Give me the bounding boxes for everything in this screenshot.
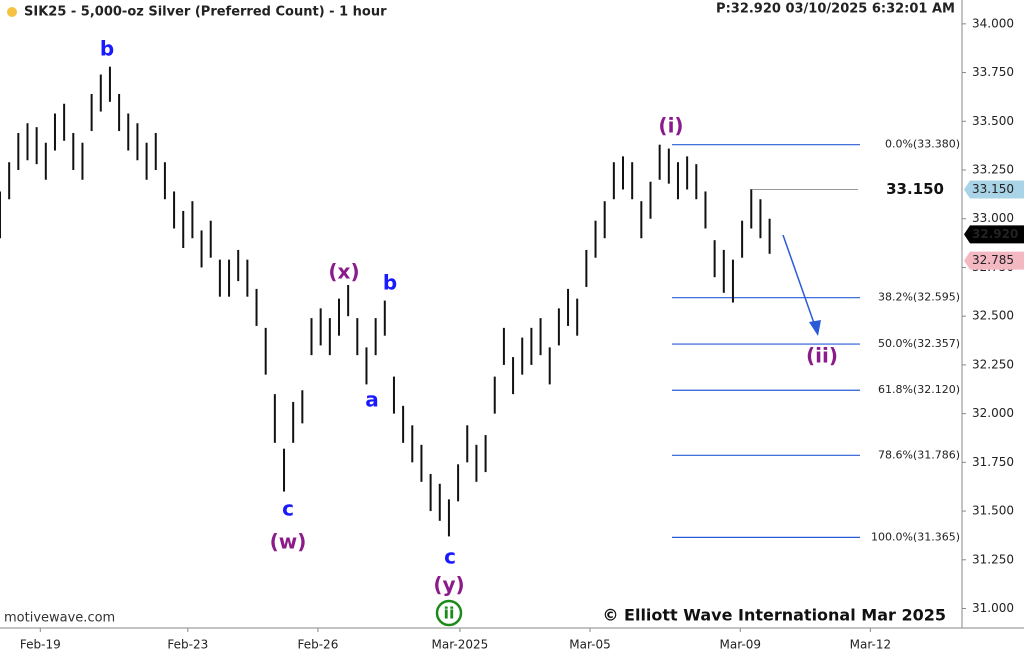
- x-tick-label: Feb-23: [167, 638, 208, 652]
- watermark: motivewave.com: [4, 611, 115, 626]
- wave-label: (x): [328, 260, 359, 284]
- x-tick-label: Mar-12: [850, 638, 891, 652]
- wave-label: c: [282, 497, 294, 521]
- price-badge: [964, 180, 1024, 199]
- y-tick-label: 31.000: [972, 601, 1014, 615]
- price-badge-label: 33.150: [972, 182, 1014, 196]
- fib-label: 0.0%(33.380): [885, 138, 960, 151]
- y-tick-label: 33.750: [972, 65, 1014, 79]
- price-info: P:32.920 03/10/2025 6:32:01 AM: [716, 2, 955, 17]
- fib-label: 50.0%(32.357): [878, 337, 960, 350]
- wave-label: (ii): [806, 344, 838, 368]
- fib-label: 38.2%(32.595): [878, 291, 960, 304]
- wave-label: (w): [270, 530, 307, 554]
- y-tick-label: 33.250: [972, 163, 1014, 177]
- wave-label: b: [383, 271, 397, 295]
- y-tick-label: 31.500: [972, 504, 1014, 518]
- price-badge: [964, 225, 1024, 244]
- wave-circle: [435, 599, 463, 627]
- x-tick-label: Feb-26: [297, 638, 338, 652]
- chart-title: SIK25 - 5,000-oz Silver (Preferred Count…: [24, 5, 387, 20]
- x-tick-label: Mar-05: [569, 638, 610, 652]
- y-tick-label: 32.500: [972, 309, 1014, 323]
- y-tick-label: 32.250: [972, 357, 1014, 371]
- y-tick-label: 31.250: [972, 552, 1014, 566]
- wave-label: b: [100, 37, 114, 61]
- projection-arrow: [782, 234, 816, 327]
- wave-label: (y): [433, 573, 464, 597]
- wave-label: ii: [444, 604, 455, 623]
- price-badge: [964, 251, 1024, 270]
- price-badge-label: 32.920: [972, 227, 1018, 241]
- arrow-head: [809, 320, 821, 336]
- fib-label: 61.8%(32.120): [878, 383, 960, 396]
- level-label: 33.150: [886, 180, 944, 198]
- x-tick-label: Mar-09: [720, 638, 761, 652]
- fib-label: 78.6%(31.786): [878, 448, 960, 461]
- x-tick-label: Feb-19: [20, 638, 61, 652]
- y-tick-label: 33.500: [972, 114, 1014, 128]
- y-tick-label: 31.750: [972, 455, 1014, 469]
- y-tick-label: 33.000: [972, 211, 1014, 225]
- status-dot: [7, 7, 17, 17]
- y-tick-label: 34.000: [972, 16, 1014, 30]
- copyright: © Elliott Wave International Mar 2025: [602, 606, 946, 625]
- fib-label: 100.0%(31.365): [871, 530, 960, 543]
- wave-label: (i): [658, 114, 683, 138]
- wave-label: a: [365, 388, 379, 412]
- y-tick-label: 32.000: [972, 406, 1014, 420]
- wave-label: c: [444, 545, 456, 569]
- price-badge-label: 32.785: [972, 253, 1014, 267]
- x-tick-label: Mar-2025: [432, 638, 489, 652]
